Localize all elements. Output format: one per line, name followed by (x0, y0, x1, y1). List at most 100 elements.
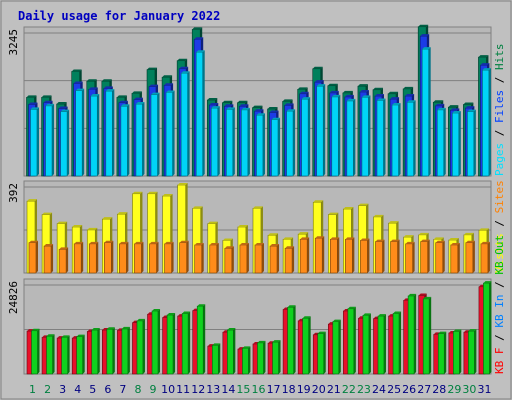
bar-kbout (453, 329, 462, 375)
bar-kbout (257, 340, 266, 375)
bar-pages (45, 103, 55, 177)
bar-sites (209, 242, 219, 274)
bar-sites (104, 240, 114, 274)
legend-item: Pages (493, 143, 506, 176)
legend-item: Visits (493, 233, 506, 273)
bar-pages (60, 109, 70, 177)
legend-item: KB In (493, 295, 506, 328)
x-tick-label: 1 (29, 383, 36, 396)
bar-pages (301, 97, 311, 177)
x-tick-label: 11 (176, 383, 190, 396)
bar-pages (376, 98, 386, 177)
x-tick-label: 14 (221, 383, 235, 396)
x-tick-label: 3 (59, 383, 66, 396)
panel-hits-files-pages: 3245 Pages / Files / Hits (7, 24, 506, 177)
bar-pages (256, 113, 265, 177)
bar-kbout (166, 312, 176, 375)
x-tick-label: 9 (150, 383, 157, 396)
bar-kbout (31, 328, 40, 375)
bar-kbout (377, 314, 386, 375)
panel-kbin-kbout: 24826 KB F / KB In / KB Out (7, 235, 506, 375)
bar-sites (194, 242, 204, 274)
legend-separator: / (493, 213, 506, 233)
x-tick-label: 29 (447, 383, 461, 396)
x-tick-label: 10 (161, 383, 175, 396)
legend-separator: / (493, 275, 506, 295)
x-tick-label: 28 (432, 383, 446, 396)
bar-pages (241, 107, 250, 177)
x-tick-label: 17 (267, 383, 281, 396)
bar-pages (482, 68, 491, 177)
x-tick-label: 24 (372, 383, 386, 396)
legend-item: KB F (493, 348, 506, 375)
x-tick-label: 22 (342, 383, 356, 396)
x-tick-label: 26 (402, 383, 416, 396)
x-tick-label: 19 (297, 383, 311, 396)
bar-pages (331, 94, 341, 177)
bar-pages (421, 47, 431, 177)
bar-kbout (76, 334, 85, 375)
bar-sites (58, 247, 69, 274)
bar-kbout (392, 311, 402, 375)
bar-pages (286, 109, 296, 177)
bar-sites (420, 239, 430, 274)
bar-pages (467, 109, 476, 177)
legend-item: Hits (493, 44, 506, 71)
ymax-label: 24826 (7, 281, 20, 314)
bar-kbout (437, 331, 447, 375)
bar-sites (224, 246, 234, 274)
bar-pages (210, 106, 220, 177)
legend-separator: / (493, 70, 506, 90)
bar-pages (75, 88, 85, 177)
bar-pages (165, 90, 175, 177)
x-tick-label: 31 (477, 383, 491, 396)
bar-sites (299, 237, 310, 274)
bar-sites (119, 241, 129, 274)
legend-hits-files-pages: Pages / Files / Hits (493, 44, 506, 177)
bar-kbout (211, 343, 221, 375)
x-tick-label: 30 (462, 383, 476, 396)
x-tick-label: 25 (387, 383, 401, 396)
bar-kbout (302, 316, 311, 375)
bar-pages (452, 110, 461, 177)
bar-sites (450, 242, 460, 274)
bar-sites (345, 237, 355, 274)
x-tick-label: 5 (89, 383, 96, 396)
x-tick-label: 7 (119, 383, 126, 396)
bar-pages (316, 84, 326, 177)
x-tick-label: 4 (74, 383, 81, 396)
bar-pages (391, 102, 401, 177)
bar-kbout (483, 281, 492, 375)
bar-kbout (151, 308, 161, 375)
bar-pages (271, 117, 281, 177)
bar-sites (284, 246, 295, 274)
bar-pages (436, 107, 446, 177)
bar-pages (150, 92, 160, 177)
bar-kbout (317, 331, 326, 375)
bar-kbout (347, 306, 356, 375)
bar-pages (226, 107, 235, 177)
bar-sites (73, 241, 84, 274)
x-tick-label: 12 (191, 383, 205, 396)
legend-separator: / (493, 328, 506, 348)
bar-sites (43, 244, 54, 274)
bar-kbout (227, 328, 236, 375)
x-tick-label: 15 (236, 383, 250, 396)
bar-sites (179, 240, 189, 274)
bar-sites (435, 240, 445, 274)
bar-kbout (181, 311, 191, 375)
bar-kbout (136, 318, 145, 375)
chart-title: Daily usage for January 2022 (18, 9, 220, 23)
legend-visits-sites: Visits / Sites (493, 180, 506, 273)
bar-sites (314, 236, 325, 274)
bar-kbout (121, 326, 130, 375)
bar-sites (390, 239, 400, 274)
bar-kbout (91, 328, 100, 375)
legend-kbin-kbout: KB F / KB In / KB Out (493, 235, 506, 374)
x-tick-label: 27 (417, 383, 431, 396)
bar-sites (134, 241, 144, 274)
bar-pages (120, 104, 130, 177)
x-tick-label: 6 (104, 383, 111, 396)
bar-pages (90, 94, 100, 177)
bar-kbout (61, 335, 70, 375)
